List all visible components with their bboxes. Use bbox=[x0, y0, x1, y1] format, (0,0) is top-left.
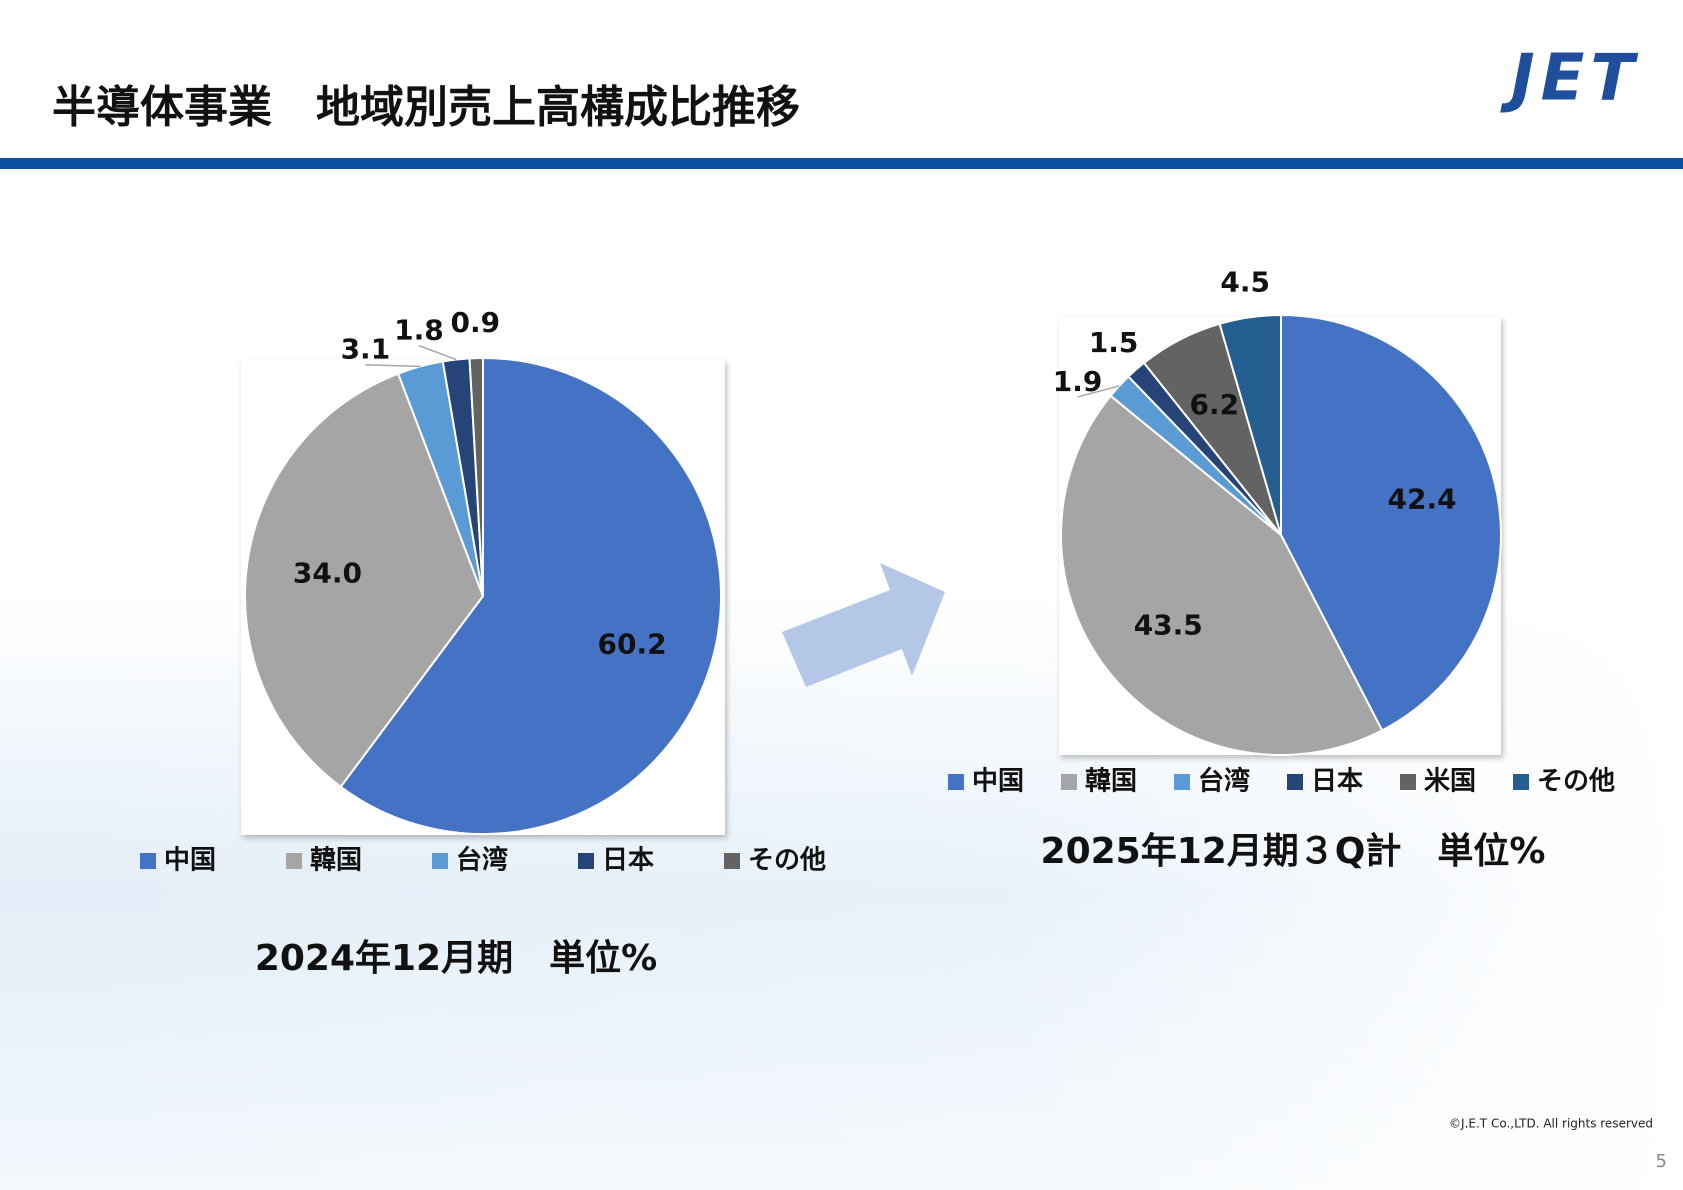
data-label: 4.5 bbox=[1220, 266, 1270, 299]
page-number: 5 bbox=[1656, 1151, 1667, 1172]
data-label: 42.4 bbox=[1388, 483, 1457, 516]
header-rule bbox=[0, 158, 1683, 169]
data-label: 1.8 bbox=[394, 314, 444, 347]
legend-swatch bbox=[1061, 774, 1077, 790]
pie-slice bbox=[1060, 394, 1384, 756]
pie-slice bbox=[468, 356, 484, 597]
legend-swatch bbox=[432, 853, 448, 869]
slide-title: 半導体事業 地域別売上高構成比推移 bbox=[52, 82, 800, 133]
legend-swatch bbox=[286, 853, 302, 869]
arrow bbox=[782, 563, 945, 687]
legend-swatch bbox=[1513, 774, 1529, 790]
legend-label: 韓国 bbox=[1085, 767, 1137, 797]
legend-label: 台湾 bbox=[1198, 766, 1250, 797]
chart-caption: 2025年12月期３Q計 単位% bbox=[1041, 831, 1546, 872]
legend-swatch bbox=[578, 853, 594, 869]
leader-line bbox=[1077, 385, 1120, 398]
legend-swatch bbox=[948, 774, 964, 790]
legend-label: 中国 bbox=[972, 767, 1024, 797]
legend-swatch bbox=[1400, 774, 1416, 790]
data-label: 3.1 bbox=[341, 333, 391, 366]
legend-label: その他 bbox=[748, 846, 826, 876]
pie-slice bbox=[244, 372, 485, 789]
data-label: 43.5 bbox=[1134, 608, 1203, 641]
legend-label: 日本 bbox=[1311, 767, 1363, 797]
data-label: 60.2 bbox=[598, 627, 667, 660]
leader-line bbox=[365, 363, 421, 368]
legend-swatch bbox=[140, 853, 156, 869]
legend-label: 韓国 bbox=[310, 846, 362, 876]
chart-caption: 2024年12月期 単位% bbox=[255, 938, 657, 979]
pie-slice bbox=[339, 356, 722, 835]
pie-slice bbox=[1280, 313, 1502, 732]
data-label: 6.2 bbox=[1189, 388, 1239, 421]
leader-line bbox=[418, 344, 457, 361]
data-label: 34.0 bbox=[293, 556, 362, 589]
legend-label: その他 bbox=[1537, 767, 1615, 797]
legend-label: 日本 bbox=[602, 846, 654, 876]
copyright: ©J.E.T Co.,LTD. All rights reserved bbox=[1449, 1117, 1653, 1131]
legend-swatch bbox=[1287, 774, 1303, 790]
data-label: 1.9 bbox=[1053, 365, 1103, 398]
legend-label: 米国 bbox=[1424, 767, 1476, 797]
legend-swatch bbox=[724, 853, 740, 869]
pie-slice bbox=[1218, 313, 1282, 536]
data-label: 0.9 bbox=[451, 306, 501, 339]
data-label: 1.5 bbox=[1089, 326, 1139, 359]
logo: JET bbox=[1500, 42, 1640, 116]
legend-swatch bbox=[1174, 774, 1190, 790]
legend-label: 中国 bbox=[164, 846, 216, 876]
legend-label: 台湾 bbox=[456, 845, 508, 876]
